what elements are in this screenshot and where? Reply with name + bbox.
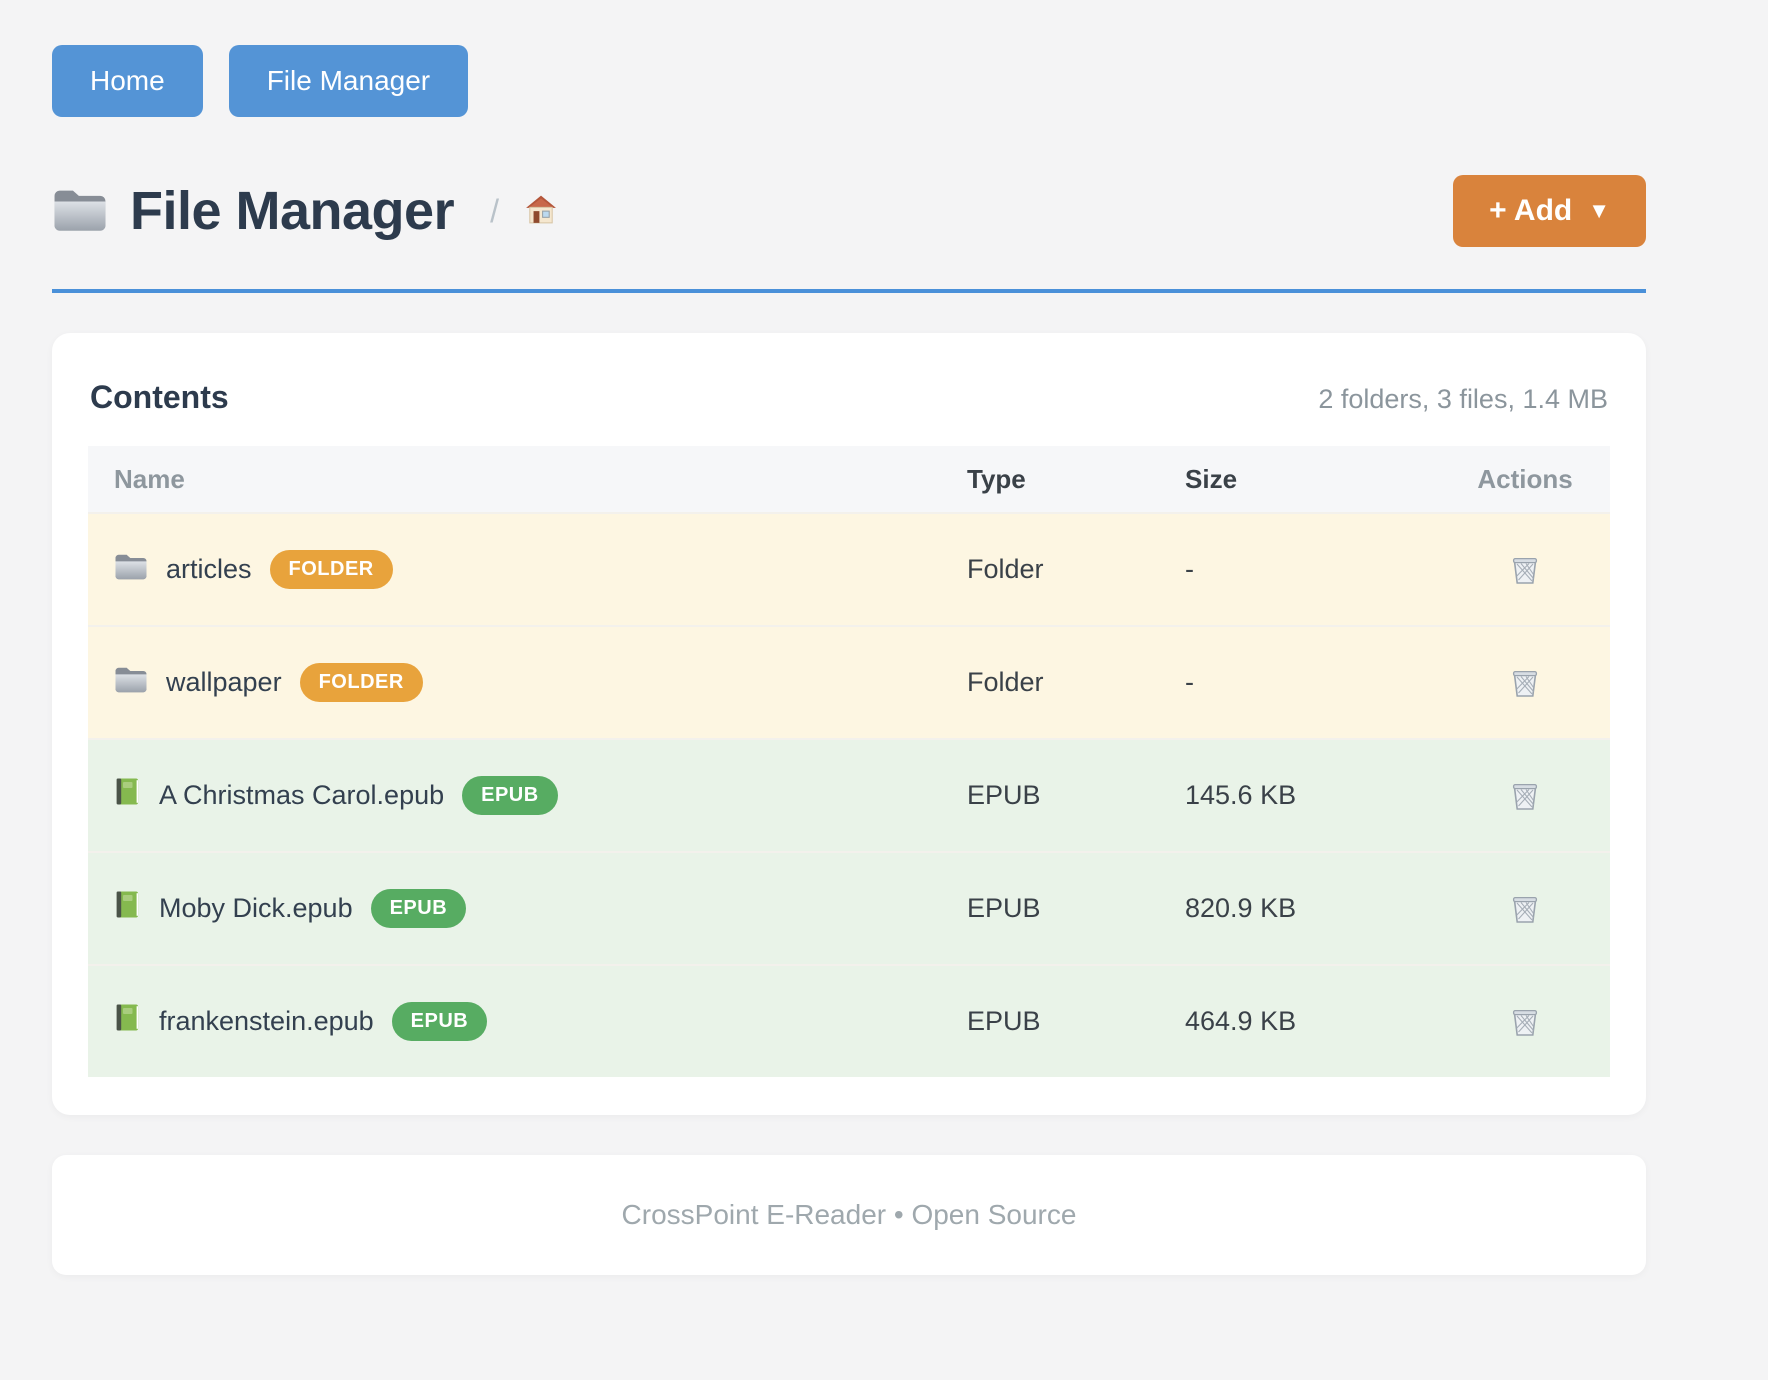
trash-icon <box>1511 896 1539 927</box>
item-type: EPUB <box>967 1006 1041 1036</box>
table-row: wallpaper FOLDER Folder - <box>88 625 1610 738</box>
item-type: Folder <box>967 667 1044 697</box>
contents-header: Contents 2 folders, 3 files, 1.4 MB <box>88 371 1610 416</box>
item-size: 145.6 KB <box>1185 780 1297 810</box>
top-nav: Home File Manager <box>52 45 1646 117</box>
folder-icon <box>52 186 108 237</box>
contents-title: Contents <box>90 379 229 415</box>
folder-icon <box>114 665 148 700</box>
epub-badge: EPUB <box>462 776 558 815</box>
item-name[interactable]: A Christmas Carol.epub <box>159 780 445 810</box>
epub-badge: EPUB <box>370 889 467 928</box>
file-table: Name Type Size Actions articles FOLDER <box>88 446 1610 1077</box>
item-type: EPUB <box>967 893 1041 923</box>
item-name[interactable]: articles <box>166 554 252 584</box>
item-type: EPUB <box>967 780 1041 810</box>
page-header: File Manager / + Add ▼ <box>52 175 1646 247</box>
table-row: frankenstein.epub EPUB EPUB 464.9 KB <box>88 964 1610 1077</box>
page: Home File Manager File Manager / <box>52 0 1646 1275</box>
breadcrumb-separator: / <box>490 192 499 229</box>
delete-button[interactable] <box>1507 777 1543 815</box>
delete-button[interactable] <box>1507 664 1543 702</box>
column-header-size: Size <box>1185 463 1238 494</box>
delete-button[interactable] <box>1507 1003 1543 1041</box>
delete-button[interactable] <box>1507 551 1543 589</box>
item-size: 820.9 KB <box>1185 893 1297 923</box>
footer-card: CrossPoint E-Reader • Open Source <box>52 1155 1646 1275</box>
table-row: A Christmas Carol.epub EPUB EPUB 145.6 K… <box>88 738 1610 851</box>
column-header-actions: Actions <box>1477 463 1573 494</box>
table-header-row: Name Type Size Actions <box>88 446 1610 512</box>
book-icon <box>114 1003 141 1040</box>
title-wrap: File Manager / <box>52 180 557 242</box>
folder-icon <box>114 552 148 587</box>
epub-badge: EPUB <box>391 1002 488 1041</box>
file-manager-button[interactable]: File Manager <box>228 45 469 117</box>
column-header-name: Name <box>114 463 185 494</box>
delete-button[interactable] <box>1507 890 1543 928</box>
page-title: File Manager <box>130 181 455 241</box>
contents-summary: 2 folders, 3 files, 1.4 MB <box>1318 384 1608 414</box>
table-row: Moby Dick.epub EPUB EPUB 820.9 KB <box>88 851 1610 964</box>
contents-card: Contents 2 folders, 3 files, 1.4 MB Name… <box>52 333 1646 1115</box>
add-button-label: + Add <box>1489 194 1573 227</box>
item-name[interactable]: wallpaper <box>166 667 282 697</box>
trash-icon <box>1511 1009 1539 1040</box>
item-name[interactable]: Moby Dick.epub <box>159 893 353 923</box>
home-breadcrumb-icon[interactable] <box>525 194 557 229</box>
title-divider <box>52 289 1646 293</box>
book-icon <box>114 777 141 814</box>
item-type: Folder <box>967 554 1044 584</box>
book-icon <box>114 890 141 927</box>
table-row: articles FOLDER Folder - <box>88 512 1610 625</box>
item-name[interactable]: frankenstein.epub <box>159 1006 374 1036</box>
chevron-down-icon: ▼ <box>1588 198 1610 223</box>
folder-badge: FOLDER <box>299 663 423 702</box>
home-button[interactable]: Home <box>52 45 203 117</box>
item-size: 464.9 KB <box>1185 1006 1297 1036</box>
column-header-type: Type <box>967 463 1026 494</box>
add-button[interactable]: + Add ▼ <box>1453 175 1646 247</box>
item-size: - <box>1185 667 1194 697</box>
trash-icon <box>1511 557 1539 588</box>
item-size: - <box>1185 554 1194 584</box>
footer-text: CrossPoint E-Reader • Open Source <box>621 1199 1077 1230</box>
trash-icon <box>1511 783 1539 814</box>
trash-icon <box>1511 670 1539 701</box>
folder-badge: FOLDER <box>269 550 393 589</box>
